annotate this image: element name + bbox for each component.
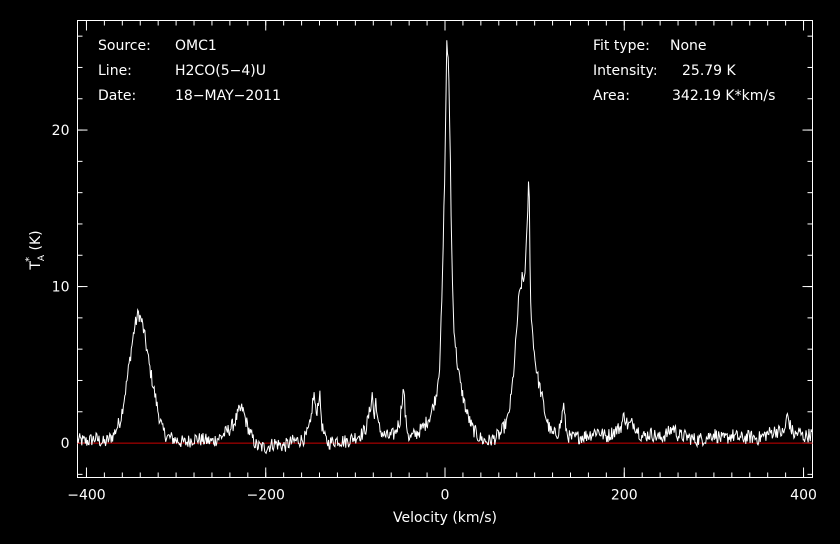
x-tick-label: 0	[441, 488, 450, 504]
spectrum-line	[77, 40, 813, 455]
source-label: Source:	[98, 38, 151, 54]
line-label: Line:	[98, 63, 132, 79]
date-label: Date:	[98, 88, 136, 104]
y-tick-label: 10	[52, 280, 70, 296]
y-axis-label: TA* (K)	[24, 230, 47, 270]
y-tick-label: 20	[52, 123, 70, 139]
fit-type-value: None	[670, 38, 707, 54]
fit-type-label: Fit type:	[593, 38, 650, 54]
x-axis-label: Velocity (km/s)	[393, 510, 497, 526]
x-tick-label: −200	[247, 488, 285, 504]
axis-tick-labels: −400 −200 0 200 400 0 10 20	[52, 123, 817, 503]
date-value: 18−MAY−2011	[175, 88, 281, 104]
line-value: H2CO(5−4)U	[175, 63, 266, 79]
x-tick-label: −400	[67, 488, 105, 504]
intensity-label: Intensity:	[593, 63, 658, 79]
y-tick-label: 0	[61, 436, 70, 452]
axis-ticks	[77, 20, 813, 478]
source-value: OMC1	[175, 38, 217, 54]
intensity-value: 25.79 K	[682, 63, 737, 79]
area-value: 342.19 K*km/s	[672, 88, 775, 104]
x-tick-label: 400	[790, 488, 817, 504]
area-label: Area:	[593, 88, 630, 104]
x-tick-label: 200	[611, 488, 638, 504]
svg-text:TA* (K): TA* (K)	[24, 230, 47, 270]
